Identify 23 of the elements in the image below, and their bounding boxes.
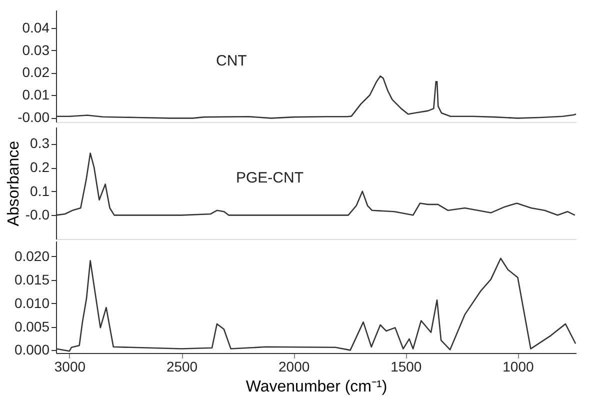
y-tick-label: 0.02 [22, 64, 50, 80]
x-axis-title: Wavenumber (cm⁻¹) [246, 378, 388, 396]
y-tick-label: 0.005 [14, 318, 50, 334]
y-tick-label: 0.020 [14, 248, 50, 264]
x-tick-label: 1500 [390, 358, 422, 374]
y-axis-title: Absorbance [5, 140, 22, 226]
x-tick-label: 2500 [166, 358, 198, 374]
y-tick-label: -0.0 [25, 206, 50, 223]
y-tick-label: 0.3 [30, 135, 50, 152]
x-tick-label: 2000 [278, 358, 310, 374]
y-tick-label: 0.04 [22, 19, 50, 36]
y-tick-label: 0.03 [22, 42, 50, 58]
x-tick-label: 3000 [54, 358, 86, 374]
y-tick-label: 0.010 [14, 294, 50, 311]
y-tick-label: 0.015 [14, 271, 50, 288]
y-tick-label: -0.00 [18, 109, 50, 126]
y-tick-label: 0.1 [30, 182, 50, 199]
y-tick-label: 0.01 [22, 86, 50, 103]
y-tick-label: 0.000 [14, 342, 50, 358]
text: CNT [216, 52, 247, 70]
x-tick-label: 1000 [502, 358, 534, 374]
series-label: PGE-CNT [236, 169, 304, 186]
y-tick-label: 0.2 [30, 159, 50, 176]
